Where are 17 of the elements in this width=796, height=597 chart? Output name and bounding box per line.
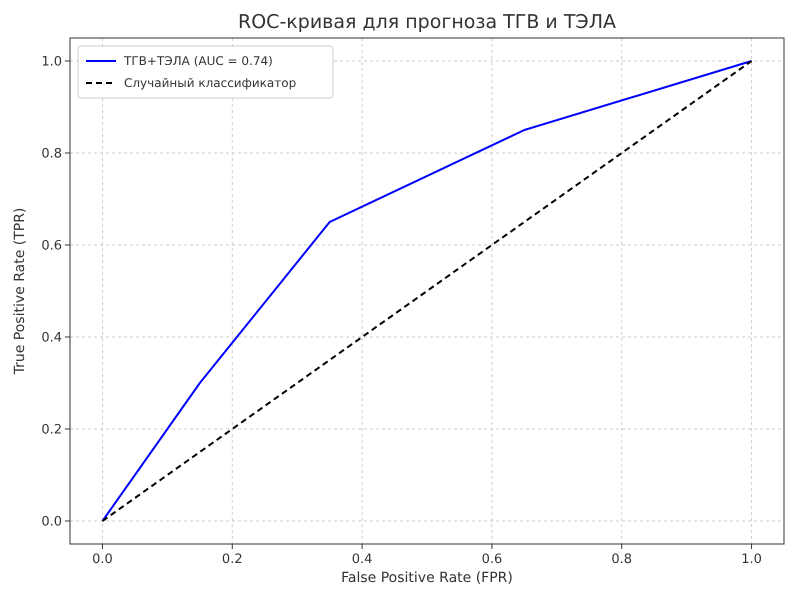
legend-label: Случайный классификатор	[124, 76, 296, 90]
x-axis-title: False Positive Rate (FPR)	[341, 570, 513, 586]
y-tick-label: 0.4	[41, 330, 62, 346]
x-tick-label: 0.2	[222, 552, 243, 567]
y-tick-label: 0.6	[41, 238, 62, 254]
y-tick-label: 0.2	[41, 422, 62, 438]
y-axis-title: True Positive Rate (TPR)	[12, 208, 28, 376]
y-tick-label: 0.0	[41, 514, 62, 530]
x-tick-label: 0.0	[92, 552, 113, 567]
x-tick-label: 0.8	[611, 552, 632, 567]
chart-title: ROC-кривая для прогноза ТГВ и ТЭЛА	[238, 11, 616, 33]
y-tick-label: 1.0	[41, 54, 62, 70]
x-tick-label: 0.4	[352, 552, 372, 567]
legend-label: ТГВ+ТЭЛА (AUC = 0.74)	[123, 54, 273, 68]
x-tick-label: 1.0	[741, 552, 762, 567]
y-tick-label: 0.8	[41, 146, 62, 162]
x-tick-label: 0.6	[482, 552, 502, 567]
